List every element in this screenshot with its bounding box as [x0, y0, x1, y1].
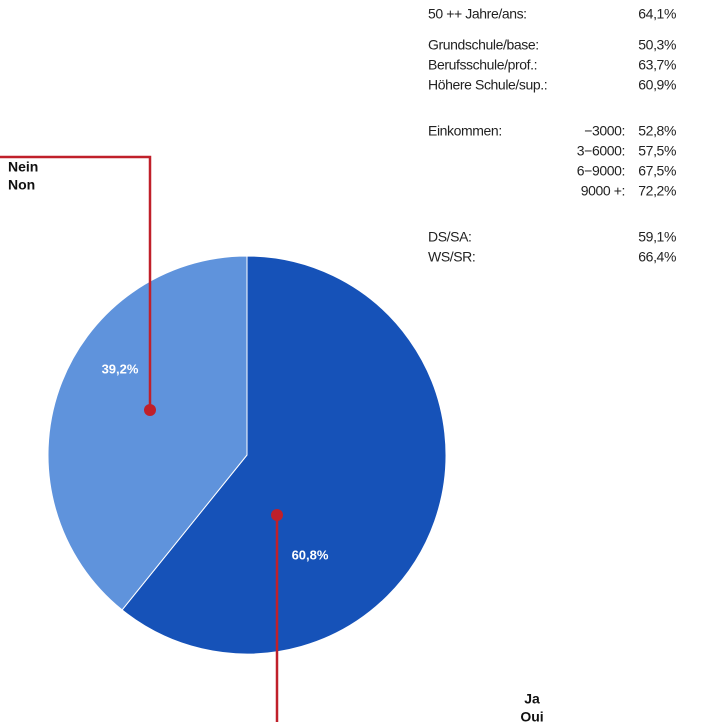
- category-label: Ja: [524, 691, 540, 707]
- row-value: 66,4%: [638, 249, 676, 265]
- row-value: 64,1%: [638, 6, 676, 22]
- value-label: 60,8%: [292, 547, 329, 562]
- pie-slice: [121, 255, 447, 655]
- row-value: 63,7%: [638, 57, 676, 73]
- row-heading: Einkommen:: [428, 123, 502, 139]
- row-value: 60,9%: [638, 77, 676, 93]
- stats-table: 50 ++ Jahre/ans: 64,1% Grundschule/base: 50…: [428, 6, 676, 265]
- leader-line: [0, 155, 152, 410]
- row-label: Höhere Schule/sup.:: [428, 77, 547, 93]
- row-label: WS/SR:: [428, 249, 475, 265]
- row-label: Berufsschule/prof.:: [428, 57, 537, 73]
- row-label: Grundschule/base:: [428, 37, 539, 53]
- category-labels: Ja Oui Nein Non: [8, 159, 544, 722]
- value-label: 39,2%: [102, 361, 139, 376]
- row-label: 6−9000:: [577, 163, 625, 179]
- row-value: 72,2%: [638, 183, 676, 199]
- row-label: 50 ++ Jahre/ans:: [428, 6, 527, 22]
- pie: [47, 255, 447, 655]
- row-label: −3000:: [584, 123, 625, 139]
- category-label: Nein: [8, 159, 38, 175]
- row-value: 50,3%: [638, 37, 676, 53]
- row-label: DS/SA:: [428, 229, 472, 245]
- row-value: 59,1%: [638, 229, 676, 245]
- row-value: 67,5%: [638, 163, 676, 179]
- category-label: Non: [8, 177, 35, 193]
- leader-dot: [144, 404, 156, 416]
- row-value: 57,5%: [638, 143, 676, 159]
- pie-slice: [47, 255, 248, 611]
- leader-dot: [271, 509, 283, 521]
- row-value: 52,8%: [638, 123, 676, 139]
- row-label: 9000 +:: [581, 183, 625, 199]
- category-label: Oui: [520, 709, 543, 722]
- row-label: 3−6000:: [577, 143, 625, 159]
